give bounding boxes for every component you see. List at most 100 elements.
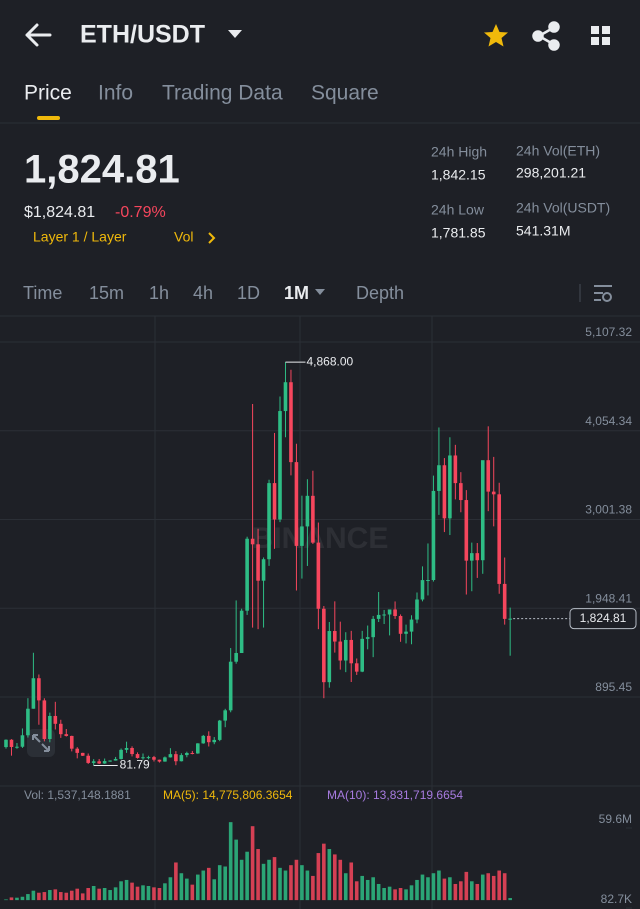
candle-body <box>119 749 123 759</box>
vertical-grid <box>154 316 433 909</box>
volume-bar <box>415 879 419 901</box>
volume-bar <box>442 878 447 901</box>
volume-bar <box>316 853 321 901</box>
expand-button[interactable] <box>27 729 55 757</box>
volume-bar <box>480 874 485 901</box>
candle-body <box>9 739 14 747</box>
candle-body <box>206 735 211 743</box>
volume-bar <box>322 843 326 901</box>
volume-bar <box>261 863 266 901</box>
candle-body <box>371 618 375 638</box>
stat-label: 24h High <box>431 144 487 160</box>
timeframe-dropdown[interactable] <box>315 289 325 295</box>
candle-body <box>239 610 244 654</box>
candle-body <box>267 483 271 560</box>
volume-bar <box>31 890 36 901</box>
share-button[interactable] <box>532 21 560 51</box>
candle-body <box>475 553 480 561</box>
candle-body <box>245 538 249 611</box>
chart-settings[interactable] <box>594 285 612 302</box>
price-usd: $1,824.81 <box>24 204 95 221</box>
volume-bar <box>278 867 282 901</box>
candle-body <box>152 757 156 760</box>
volume-bar <box>146 885 151 901</box>
volume-bar <box>371 877 375 901</box>
volume-bar <box>196 874 200 901</box>
candle-body <box>250 538 255 545</box>
timeframe[interactable]: 15m <box>89 283 124 303</box>
candle-body <box>464 500 469 561</box>
candle-body <box>37 678 41 701</box>
chevron <box>208 232 216 244</box>
candle-body <box>305 495 310 527</box>
volume-bar <box>108 890 112 901</box>
timeframe-active[interactable]: 1M <box>284 283 309 303</box>
tab[interactable]: Square <box>311 82 379 105</box>
volume-bar <box>448 877 452 901</box>
back-button[interactable] <box>25 23 52 47</box>
timeframe[interactable]: 1h <box>149 283 169 303</box>
favorite-star[interactable] <box>484 24 508 47</box>
candle-body <box>223 710 227 721</box>
tag[interactable]: Layer 1 / Layer <box>33 229 127 245</box>
volume-bar <box>201 870 206 901</box>
volume-bar <box>431 873 436 901</box>
timeframe[interactable]: Depth <box>356 283 404 303</box>
volume-bar <box>168 877 173 901</box>
volume-bar <box>75 888 80 901</box>
volume-bar <box>398 888 403 901</box>
volume-bar <box>420 874 425 901</box>
candle-body <box>146 757 151 759</box>
candle-body <box>75 748 80 753</box>
candle-body <box>327 631 332 683</box>
candle-body <box>289 382 293 463</box>
pair-title[interactable]: ETH/USDT <box>80 21 205 49</box>
vol-link[interactable]: Vol <box>174 229 193 245</box>
volume-bar <box>459 881 463 901</box>
candle-body <box>130 748 134 755</box>
candle-body <box>278 411 282 520</box>
last-price-label: 1,824.81 <box>580 611 627 625</box>
candle-body <box>179 755 184 762</box>
volume-bar <box>491 875 496 901</box>
candle-body <box>135 754 140 758</box>
candle-body <box>97 761 101 764</box>
volume-bar <box>228 822 233 901</box>
candle-body <box>261 559 266 581</box>
candle-body <box>415 599 419 620</box>
timeframe[interactable]: 4h <box>193 283 213 303</box>
volume-bar <box>20 896 25 901</box>
candle-body <box>322 608 326 683</box>
volume-bar <box>289 865 293 901</box>
candle-body <box>86 755 90 763</box>
volume-bar <box>174 862 178 901</box>
timeframe[interactable]: Time <box>23 283 62 303</box>
y-tick-label: 5,107.32 <box>585 325 632 339</box>
volume-bar <box>4 899 8 901</box>
pair-dropdown[interactable] <box>228 30 242 38</box>
volume-bar <box>272 857 277 901</box>
candle-body <box>294 462 299 546</box>
candle-body <box>48 715 52 739</box>
menu-grid[interactable] <box>591 26 610 45</box>
timeframe[interactable]: 1D <box>237 283 260 303</box>
candle-body <box>64 734 69 736</box>
volume-bar <box>245 851 249 901</box>
tab[interactable]: Trading Data <box>162 82 283 105</box>
candle-body <box>426 580 430 582</box>
volume-bar <box>311 875 315 901</box>
tab[interactable]: Info <box>98 82 133 105</box>
last-price: 1,824.81 <box>24 148 180 192</box>
volume-bar <box>267 859 271 901</box>
candle-body <box>491 491 496 495</box>
candle-body <box>212 739 217 743</box>
volume-bar <box>48 890 52 901</box>
candle-body <box>185 752 189 756</box>
tab[interactable]: Price <box>24 82 72 105</box>
candle-body <box>91 761 96 763</box>
candle-body <box>157 759 162 762</box>
volume-bar <box>102 888 107 901</box>
volume-bar <box>119 881 123 901</box>
